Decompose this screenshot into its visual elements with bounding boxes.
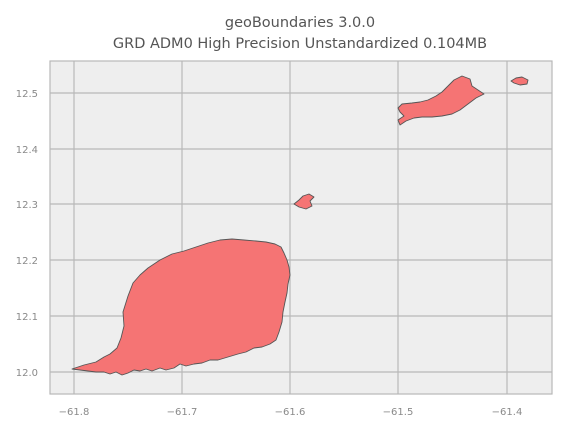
x-tick-label: −61.5 <box>383 407 414 418</box>
grenada-island <box>71 238 291 376</box>
map-subtitle: GRD ADM0 High Precision Unstandardized 0… <box>113 36 487 52</box>
y-tick-label: 12.3 <box>16 200 38 211</box>
y-tick-label: 12.4 <box>16 145 38 156</box>
northern-island <box>397 75 485 126</box>
x-tick-label: −61.8 <box>59 407 90 418</box>
carriacou-island <box>293 193 315 210</box>
x-axis-ticks: −61.8 −61.7 −61.6 −61.5 −61.4 <box>59 407 523 418</box>
map-title: geoBoundaries 3.0.0 <box>225 15 375 31</box>
x-tick-label: −61.7 <box>167 407 198 418</box>
y-tick-label: 12.2 <box>16 256 38 267</box>
x-tick-label: −61.4 <box>492 407 523 418</box>
y-tick-label: 12.1 <box>16 312 38 323</box>
x-tick-label: −61.6 <box>275 407 306 418</box>
y-tick-label: 12.0 <box>16 368 38 379</box>
y-axis-ticks: 12.0 12.1 12.2 12.3 12.4 12.5 <box>16 89 38 379</box>
y-tick-label: 12.5 <box>16 89 38 100</box>
axis-frame <box>49 60 553 395</box>
small-islet <box>510 76 529 86</box>
country-boundary <box>71 75 529 376</box>
